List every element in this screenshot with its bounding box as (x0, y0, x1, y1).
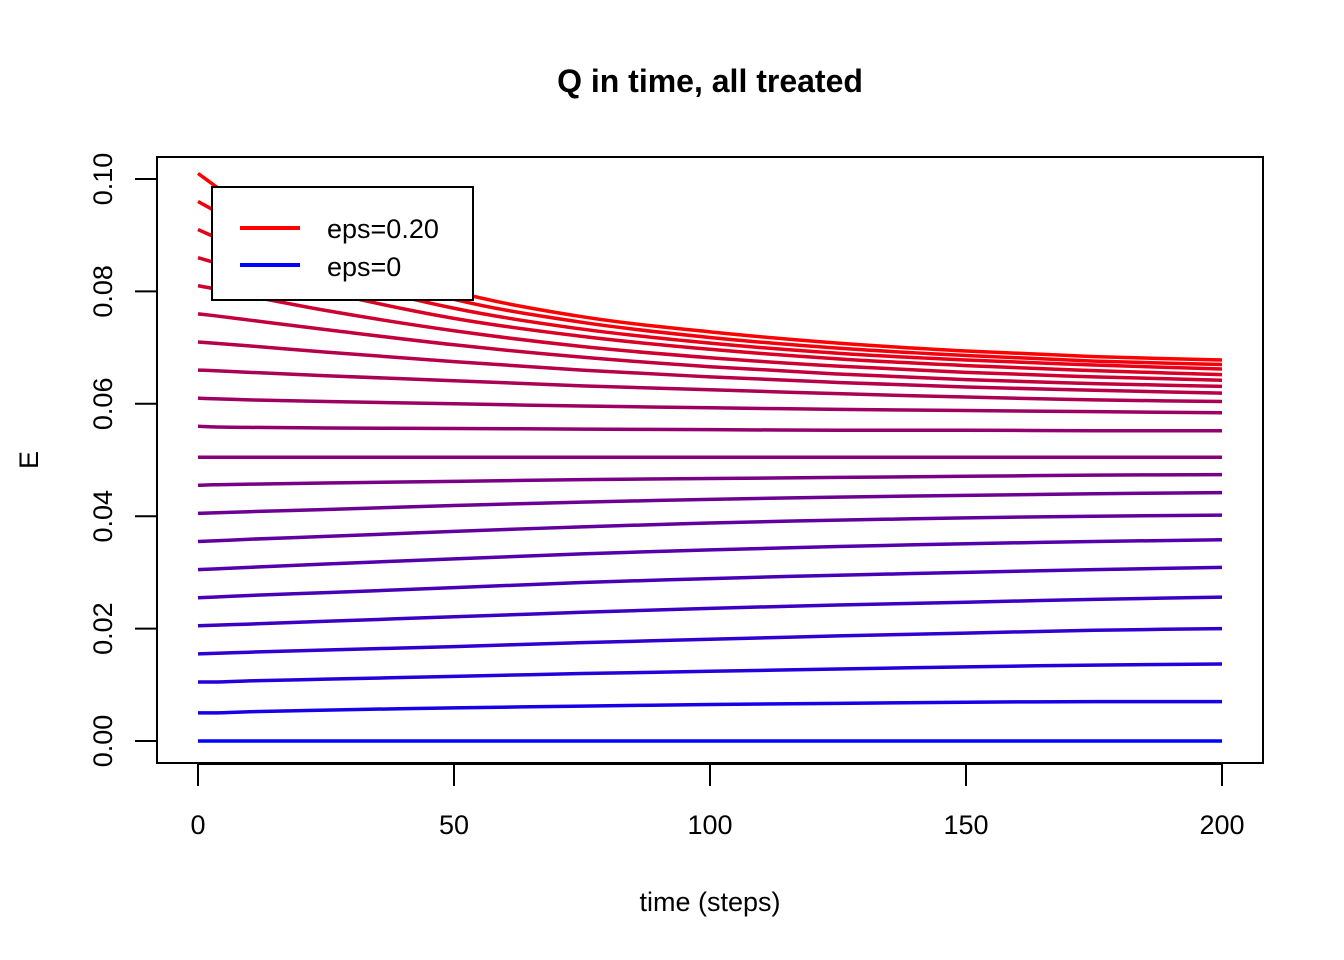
series-line-17 (197, 626, 1223, 656)
x-tick-label-0: 0 (190, 810, 205, 840)
legend-box (211, 186, 474, 301)
series-line-13 (197, 513, 1223, 544)
x-axis: 0 50 100 150 200 (190, 763, 1245, 840)
y-axis-label: E (14, 451, 44, 469)
chart-title: Q in time, all treated (557, 63, 863, 99)
series-line-6 (197, 340, 1223, 395)
series-line-5 (197, 312, 1223, 389)
y-tick-label-0: 0.00 (88, 715, 118, 768)
legend-label-1: eps=0 (327, 252, 401, 282)
series-line-9 (197, 424, 1222, 433)
series-line-18 (197, 662, 1223, 684)
legend-label-0: eps=0.20 (327, 214, 439, 244)
y-tick-label-4: 0.08 (88, 265, 118, 318)
series-line-11 (197, 472, 1223, 488)
series-line-8 (197, 396, 1223, 415)
y-axis: 0.00 0.02 0.04 0.06 0.08 0.10 (88, 153, 158, 768)
series-line-15 (197, 565, 1223, 600)
y-tick-label-1: 0.02 (88, 602, 118, 655)
x-axis-label: time (steps) (639, 887, 780, 917)
series-line-7 (197, 368, 1223, 404)
x-tick-label-3: 150 (943, 810, 988, 840)
series-line-14 (197, 538, 1223, 572)
x-tick-label-4: 200 (1199, 810, 1244, 840)
y-tick-label-5: 0.10 (88, 153, 118, 206)
series-line-12 (197, 490, 1223, 516)
legend: eps=0.20 eps=0 (211, 186, 474, 301)
y-tick-label-2: 0.04 (88, 490, 118, 543)
x-tick-label-1: 50 (439, 810, 469, 840)
x-tick-label-2: 100 (687, 810, 732, 840)
series-line-16 (197, 595, 1223, 628)
y-tick-label-3: 0.06 (88, 378, 118, 431)
series-line-19 (198, 699, 1222, 715)
